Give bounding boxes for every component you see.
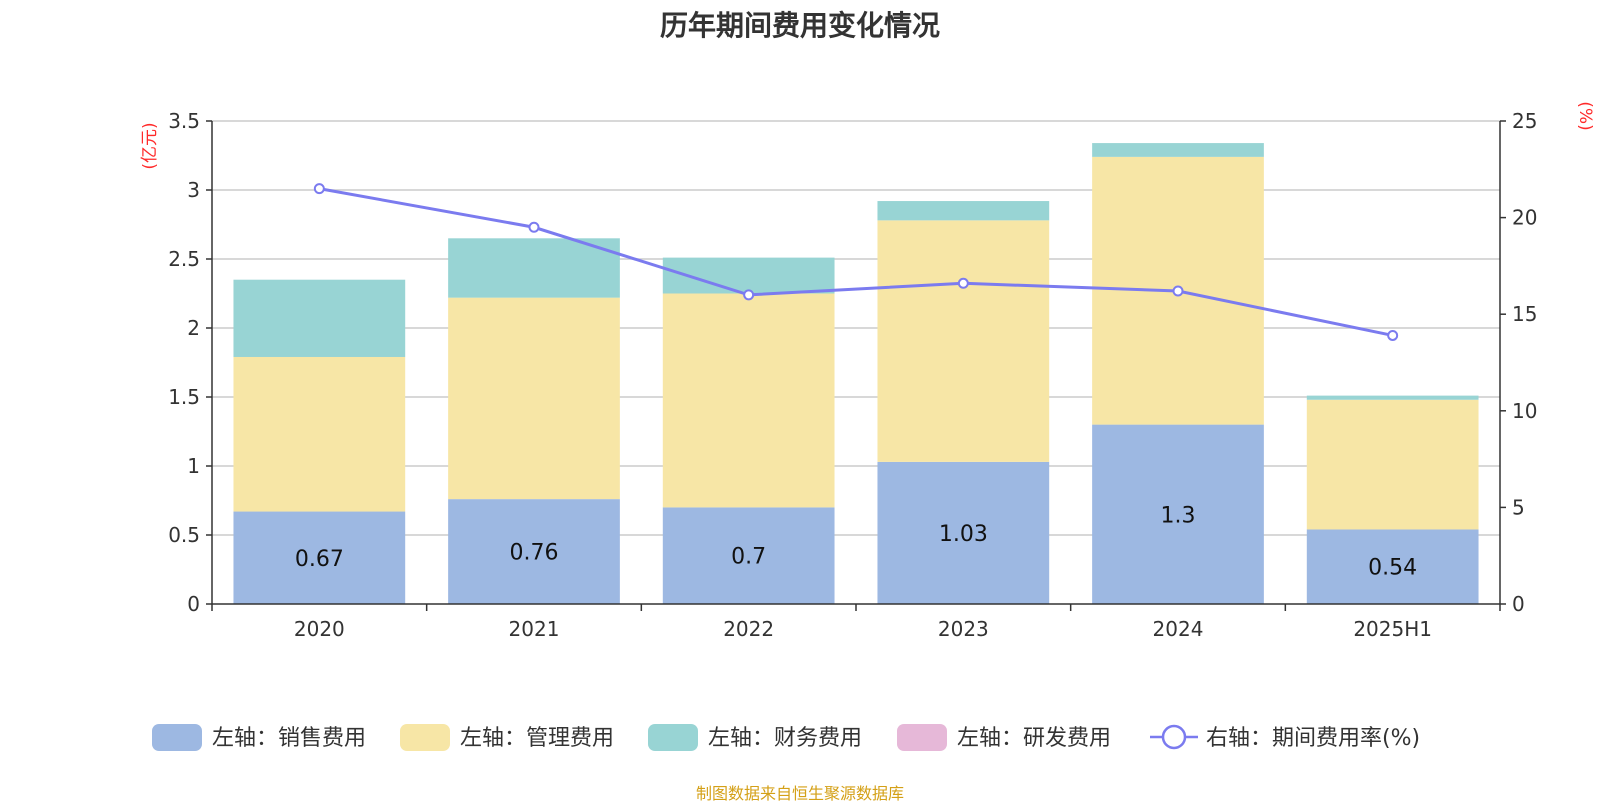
x-tick-label: 2023 — [938, 617, 989, 641]
legend-swatch — [400, 724, 450, 751]
rate-point — [528, 221, 540, 233]
bar-segment — [233, 356, 406, 512]
bar-data-label: 0.76 — [510, 541, 559, 566]
bar-data-label: 0.54 — [1368, 556, 1417, 581]
rate-line — [319, 187, 1393, 337]
left-tick-label: 3.5 — [168, 109, 200, 133]
bar-data-label: 0.7 — [731, 545, 766, 570]
legend-label: 左轴：财务费用 — [708, 726, 862, 751]
left-tick-label: 0.5 — [168, 523, 200, 547]
right-tick-label: 10 — [1512, 399, 1537, 423]
chart-title: 历年期间费用变化情况 — [659, 9, 940, 42]
rate-point — [957, 277, 969, 289]
bar-segment — [877, 220, 1050, 462]
bar-segment — [1092, 143, 1264, 157]
right-tick-label: 20 — [1512, 206, 1537, 230]
x-tick-label: 2022 — [723, 617, 774, 641]
rate-point — [1387, 329, 1399, 341]
rate-point — [1172, 285, 1184, 297]
bar-segment — [662, 507, 835, 604]
rate-point — [743, 289, 755, 301]
right-tick-label: 5 — [1512, 495, 1525, 519]
x-tick-label: 2025H1 — [1353, 617, 1432, 641]
x-tick-label: 2020 — [294, 617, 345, 641]
x-tick-label: 2024 — [1153, 617, 1204, 641]
source-note: 制图数据来自恒生聚源数据库 — [695, 784, 904, 803]
legend-marker-swatch — [1161, 724, 1187, 750]
legend-label: 左轴：销售费用 — [212, 726, 366, 751]
legend-label: 右轴：期间费用率(%) — [1206, 726, 1420, 751]
bar-segment — [1306, 399, 1479, 530]
left-axis-unit: (亿元) — [140, 122, 160, 169]
left-tick-label: 3 — [187, 178, 200, 202]
legend-label: 左轴：研发费用 — [957, 726, 1111, 751]
bar-segment — [1306, 529, 1479, 604]
bar-segment — [448, 499, 620, 604]
bar-segment — [448, 297, 620, 500]
left-tick-label: 2 — [187, 316, 200, 340]
bar-segment — [233, 511, 406, 604]
bar-segment — [662, 293, 835, 508]
bar-segment — [233, 279, 406, 357]
legend-swatch — [897, 724, 947, 751]
bar-segment — [1092, 424, 1264, 604]
legend-swatch — [648, 724, 698, 751]
left-tick-label: 2.5 — [168, 247, 200, 271]
bar-segment — [448, 238, 620, 298]
right-axis-unit: (%) — [1575, 101, 1595, 130]
left-tick-label: 1 — [187, 454, 200, 478]
left-tick-label: 1.5 — [168, 385, 200, 409]
right-tick-label: 25 — [1512, 109, 1537, 133]
bar-segment — [1306, 395, 1479, 400]
legend-label: 左轴：管理费用 — [460, 726, 614, 751]
bar-data-label: 0.67 — [295, 547, 344, 572]
right-tick-label: 0 — [1512, 592, 1525, 616]
x-tick-label: 2021 — [509, 617, 560, 641]
rate-point — [313, 183, 325, 195]
legend-swatch — [152, 724, 202, 751]
right-tick-label: 15 — [1512, 302, 1537, 326]
left-tick-label: 0 — [187, 592, 200, 616]
bar-data-label: 1.3 — [1161, 503, 1196, 528]
bar-segment — [877, 461, 1050, 604]
bar-segment — [877, 201, 1050, 221]
bar-data-label: 1.03 — [939, 522, 988, 547]
